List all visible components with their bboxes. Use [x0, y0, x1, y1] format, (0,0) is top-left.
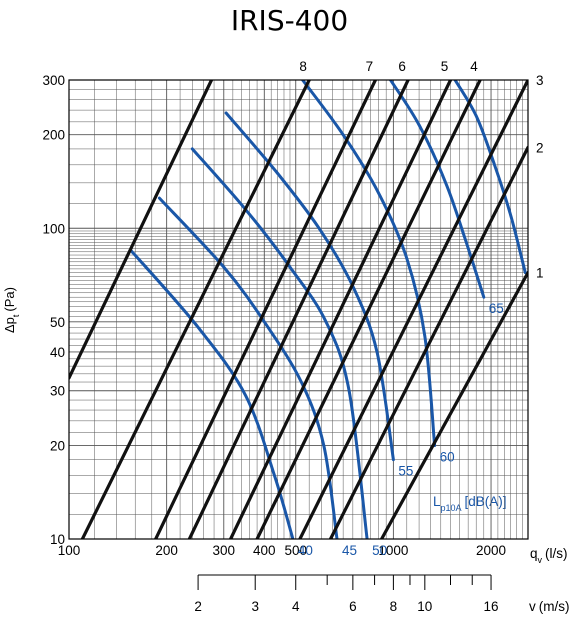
x-tick-label: 500: [284, 543, 307, 558]
y-tick-label: 20: [50, 438, 65, 453]
x-axis-label: qv (l/s): [530, 546, 568, 565]
x-tick-label: 100: [58, 543, 81, 558]
damper-label-8: 8: [299, 59, 307, 74]
sound-label-65: 65: [489, 301, 504, 316]
damper-label-3: 3: [536, 73, 544, 88]
damper-line-3: [298, 80, 528, 539]
damper-line-5: [229, 80, 453, 539]
grid: [68, 79, 529, 540]
chart-title: IRIS-400: [231, 4, 348, 37]
velocity-tick-label: 10: [417, 599, 432, 614]
velocity-tick-label: 4: [292, 599, 300, 614]
sound-curve-45: [157, 196, 339, 539]
velocity-tick-label: 8: [390, 599, 398, 614]
damper-line-4: [255, 80, 482, 539]
sound-label-40: 40: [298, 543, 313, 558]
x-tick-label: 1000: [378, 543, 408, 558]
sound-label-45: 45: [342, 543, 357, 558]
damper-line-6: [187, 80, 410, 539]
damper-line-7: [154, 80, 377, 539]
y-tick-label: 50: [50, 315, 65, 330]
damper-line-1: [380, 271, 528, 539]
y-tick-label: 10: [50, 532, 65, 547]
damper-label-7: 7: [366, 59, 374, 74]
velocity-tick-label: 6: [349, 599, 357, 614]
velocity-tick-label: 2: [194, 599, 202, 614]
velocity-tick-label: 16: [484, 599, 499, 614]
damper-line-outer: [69, 80, 214, 380]
damper-line-8: [80, 80, 311, 539]
y-axis-label: Δpt(Pa): [2, 287, 21, 333]
damper-position-lines: [69, 80, 528, 539]
sound-label-55: 55: [398, 464, 413, 479]
plot-frame: [68, 79, 529, 540]
damper-label-4: 4: [470, 59, 478, 74]
sound-level-label: Lp10A [dB(A)]: [433, 494, 507, 513]
sound-label-60: 60: [440, 449, 455, 464]
y-tick-label: 100: [42, 221, 65, 236]
x-tick-label: 300: [213, 543, 236, 558]
damper-label-5: 5: [441, 59, 449, 74]
tick-labels: 100 200 300 400 500 1000 2000 10 20 30 40 50 100 200 3…: [42, 73, 506, 558]
sound-curve-60: [301, 80, 437, 447]
velocity-axis: 2 3 4 6 8 10 16: [194, 574, 499, 614]
y-tick-label: 200: [42, 128, 65, 143]
x-tick-label: 200: [155, 543, 178, 558]
x-tick-label: 400: [253, 543, 276, 558]
velocity-axis-label: v (m/s): [529, 599, 570, 614]
damper-line-2: [328, 145, 528, 539]
y-tick-label: 40: [50, 345, 65, 360]
damper-label-2: 2: [536, 140, 544, 155]
sound-label-50: 50: [372, 543, 387, 558]
y-tick-label: 30: [50, 384, 65, 399]
velocity-tick-label: 3: [251, 599, 259, 614]
y-tick-label: 300: [42, 73, 65, 88]
x-tick-label: 2000: [476, 543, 506, 558]
damper-label-1: 1: [536, 266, 544, 281]
damper-label-6: 6: [398, 59, 406, 74]
